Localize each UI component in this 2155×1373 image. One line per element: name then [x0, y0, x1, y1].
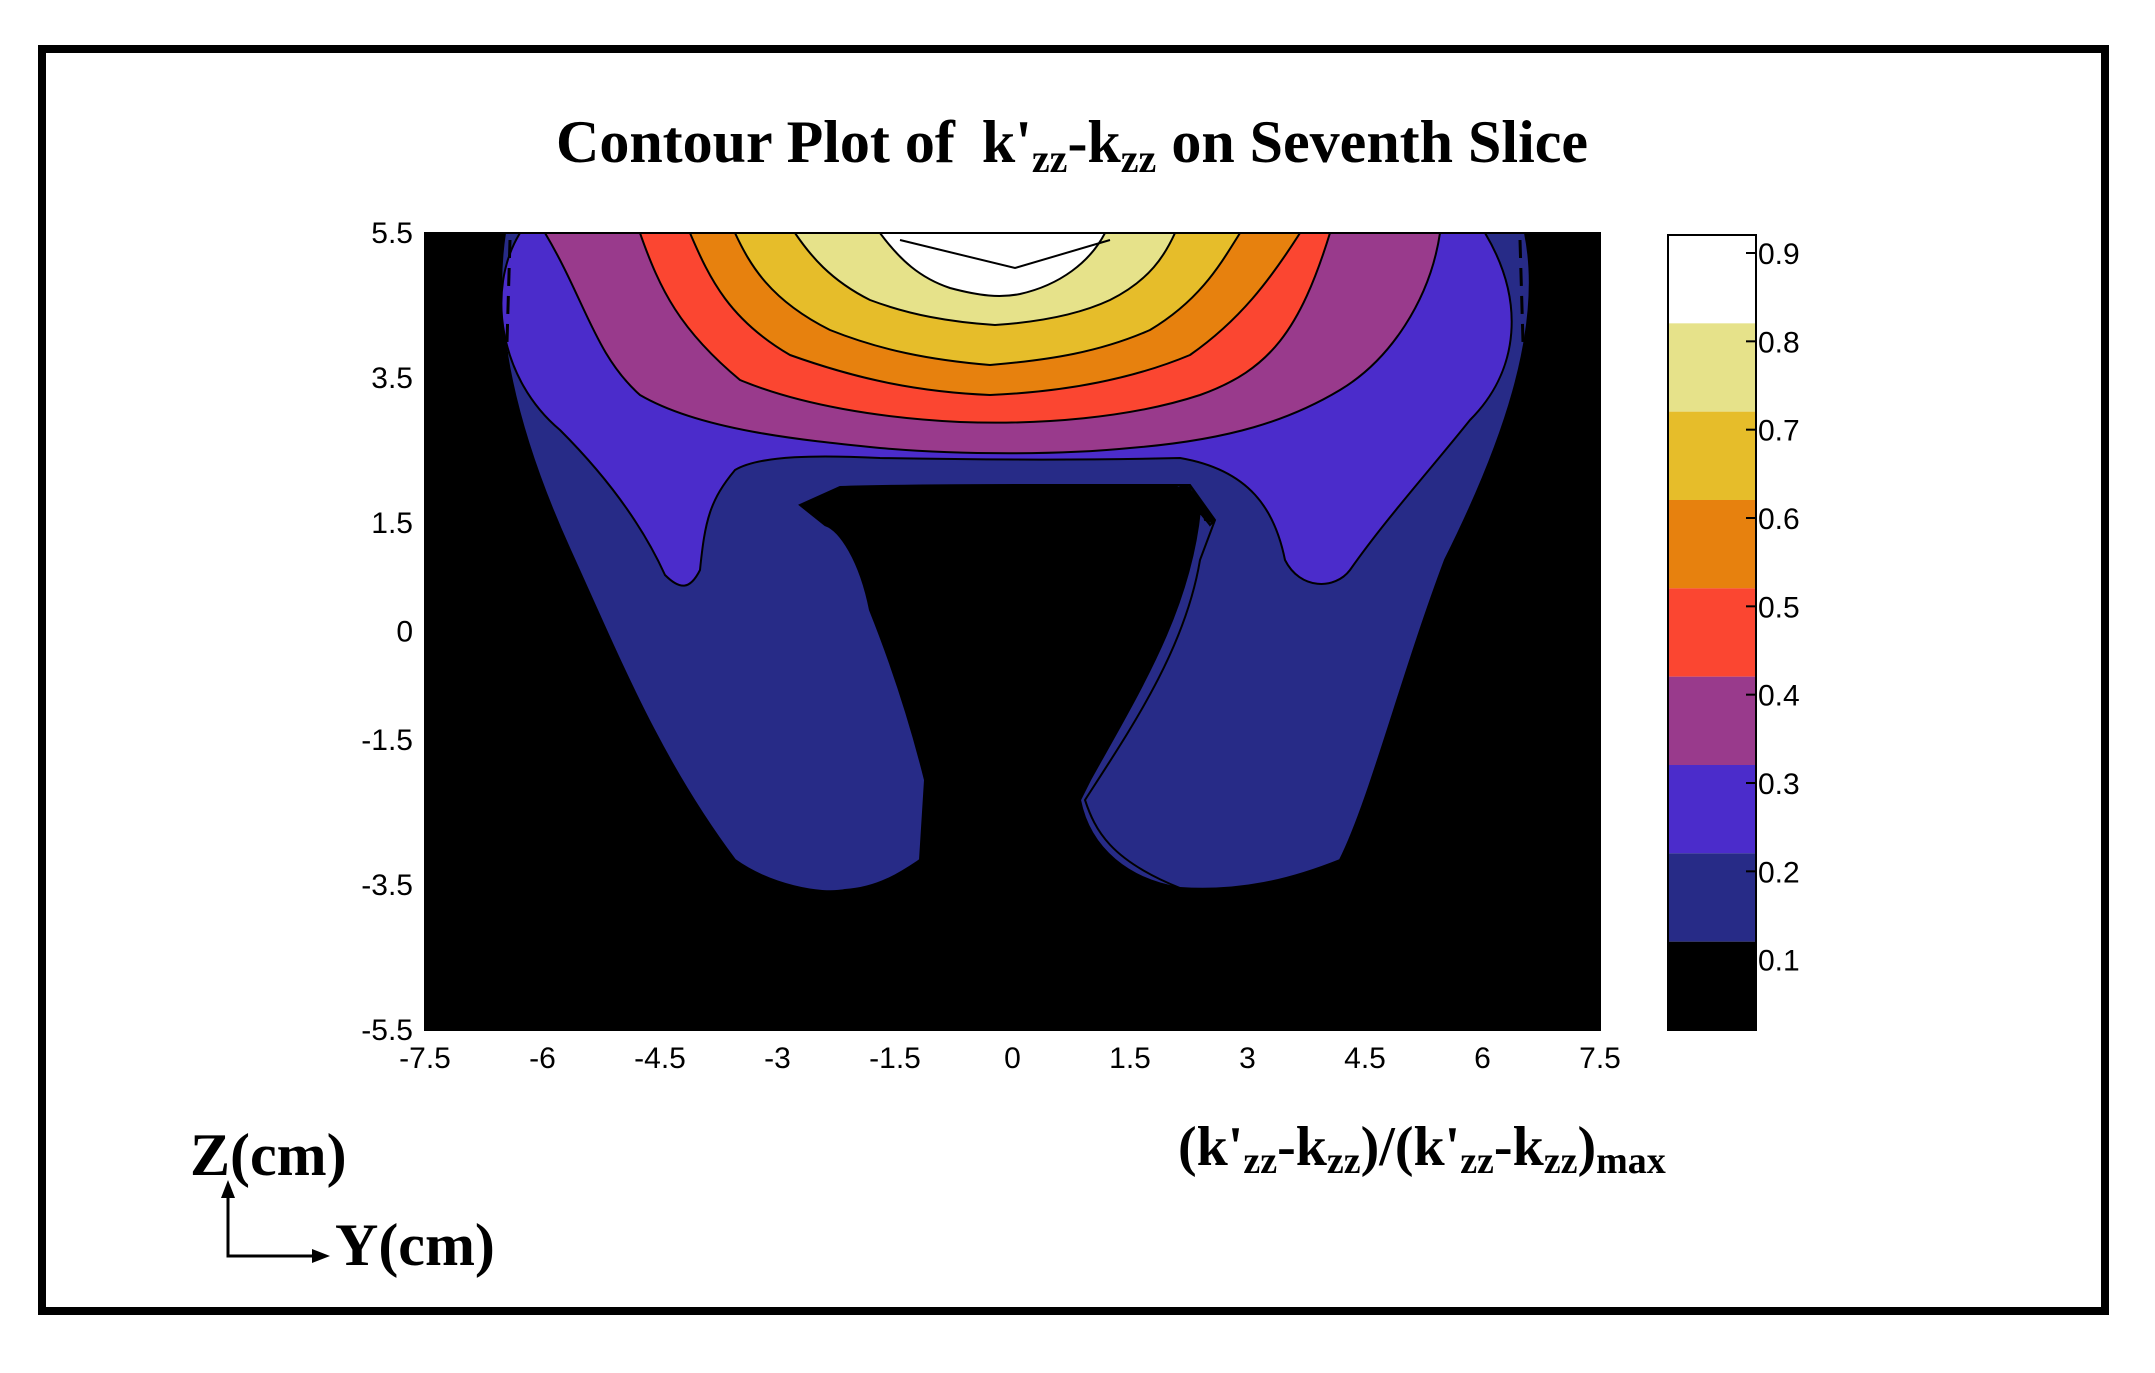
x-tick-label: 0 [1004, 1042, 1021, 1075]
y-tick-label: 5.5 [371, 217, 413, 250]
x-tick-label: -6 [529, 1042, 556, 1075]
y-tick-label: 0 [396, 616, 413, 649]
colorbar-band [1668, 411, 1756, 500]
y-tick-label: -5.5 [361, 1014, 413, 1047]
x-axis-ticks: -7.5 -6 -4.5 -3 -1.5 0 1.5 3 4.5 6 7.5 [399, 1020, 1621, 1075]
dashed-contour-right [1518, 239, 1527, 411]
colorbar-band [1668, 500, 1756, 589]
contour-plot-area [425, 233, 1600, 1030]
x-tick-label: 6 [1474, 1042, 1491, 1075]
colorbar-band [1668, 941, 1756, 1030]
x-tick-label: -3 [764, 1042, 791, 1075]
y-tick-label: -1.5 [361, 724, 413, 757]
axes-arrow-icon [226, 1185, 318, 1258]
x-tick-label: 3 [1239, 1042, 1256, 1075]
colorbar-tick-label: 0.6 [1758, 503, 1800, 536]
dashed-contour-left [503, 239, 512, 411]
colorbar-band [1668, 676, 1756, 765]
chart-title: Contour Plot of k'zz-kzz on Seventh Slic… [556, 109, 1588, 181]
y-axis-label: Z(cm) [190, 1122, 347, 1188]
colorbar-tick-label: 0.1 [1758, 945, 1800, 978]
colorbar-tick-label: 0.4 [1758, 680, 1800, 713]
colorbar-border [1667, 234, 1757, 1031]
colorbar-tick-label: 0.5 [1758, 591, 1800, 624]
x-tick-label: 1.5 [1109, 1042, 1151, 1075]
x-tick-label: 7.5 [1579, 1042, 1621, 1075]
colorbar-tick-label: 0.9 [1758, 238, 1800, 271]
x-axis-label: Y(cm) [335, 1212, 495, 1278]
colorbar-tick-label: 0.7 [1758, 415, 1800, 448]
up-arrowhead-icon [221, 1180, 235, 1198]
colorbar-band [1668, 588, 1756, 677]
colorbar-tick-label: 0.8 [1758, 326, 1800, 359]
y-axis-ticks: 5.5 3.5 1.5 0 -1.5 -3.5 -5.5 [361, 217, 435, 1047]
y-tick-label: 1.5 [371, 507, 413, 540]
x-tick-label: -1.5 [869, 1042, 921, 1075]
colorbar-tick-label: 0.3 [1758, 768, 1800, 801]
x-tick-label: 4.5 [1344, 1042, 1386, 1075]
colorbar-band [1668, 853, 1756, 942]
colorbar-band [1668, 323, 1756, 412]
colorbar-band [1668, 235, 1756, 324]
right-arrowhead-icon [312, 1249, 330, 1263]
peak-marker [899, 239, 1111, 270]
x-tick-label: -7.5 [399, 1042, 451, 1075]
colorbar-label: (k'zz-kzz)/(k'zz-kzz)max [1178, 1116, 1666, 1182]
x-tick-label: -4.5 [634, 1042, 686, 1075]
colorbar-tick-label: 0.2 [1758, 856, 1800, 889]
y-tick-label: 3.5 [371, 362, 413, 395]
y-tick-label: -3.5 [361, 869, 413, 902]
colorbar-band [1668, 765, 1756, 854]
colorbar: 0.9 0.8 0.7 0.6 0.5 0.4 0.3 0.2 0.1 [1667, 234, 1800, 1031]
